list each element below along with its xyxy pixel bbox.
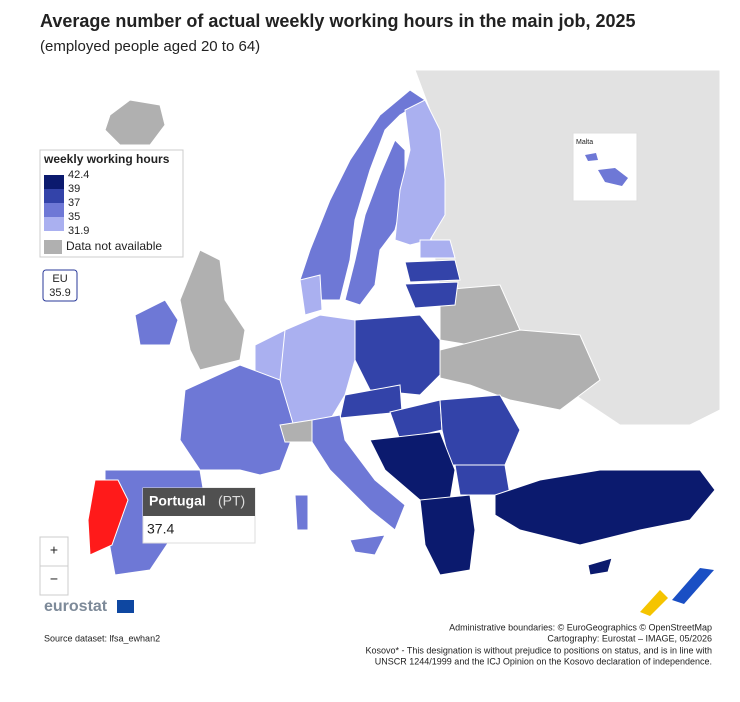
credit-line: Administrative boundaries: © EuroGeograp… — [449, 622, 712, 632]
eu-label: EU — [52, 273, 67, 285]
country — [404, 281, 459, 309]
country — [311, 414, 406, 531]
legend-break: 39 — [68, 183, 80, 195]
legend-break: 42.4 — [68, 169, 89, 181]
credit-line: Kosovo* - This designation is without pr… — [365, 645, 712, 655]
eu-box — [42, 269, 78, 302]
zoom-in[interactable]: + — [50, 542, 58, 558]
country — [494, 469, 716, 546]
country — [587, 557, 613, 576]
country — [299, 274, 323, 316]
country — [104, 99, 166, 146]
country — [294, 494, 309, 531]
legend-swatch — [44, 175, 64, 189]
credit-line: UNSCR 1244/1999 and the ICJ Opinion on t… — [375, 656, 712, 666]
subtitle: (employed people aged 20 to 64) — [40, 38, 260, 55]
tooltip-header — [143, 488, 255, 516]
tooltip: Portugal (PT) 37.4 — [142, 487, 256, 544]
country — [439, 329, 601, 411]
legend-title: weekly working hours — [43, 152, 170, 166]
country — [419, 494, 476, 576]
logo-mark — [672, 568, 714, 604]
country — [439, 394, 521, 466]
country — [134, 299, 179, 346]
credits: Administrative boundaries: © EuroGeograp… — [365, 622, 712, 666]
zoom-out[interactable]: − — [50, 571, 58, 587]
legend-no-data: Data not available — [66, 239, 162, 253]
title: Average number of actual weekly working … — [40, 11, 636, 31]
tooltip-country: Portugal — [149, 493, 206, 509]
country — [454, 464, 511, 496]
country — [585, 153, 598, 161]
credit-line: Cartography: Eurostat – IMAGE, 05/2026 — [547, 633, 712, 643]
country — [354, 314, 441, 396]
country — [87, 479, 129, 556]
legend-break: 31.9 — [68, 225, 89, 237]
legend-swatch — [44, 203, 64, 217]
source: Source dataset: lfsa_ewhan2 — [44, 633, 160, 643]
country — [419, 239, 456, 259]
country — [179, 364, 296, 476]
eu-flag — [117, 600, 134, 613]
tooltip-value: 37.4 — [147, 521, 174, 537]
country — [404, 259, 461, 283]
country — [179, 249, 246, 371]
legend: weekly working hours 42.4 39 37 35 31.9 Data … — [39, 149, 184, 258]
legend-swatch — [44, 189, 64, 203]
logo: eurostat — [44, 598, 108, 615]
map — [87, 69, 721, 576]
legend-break: 37 — [68, 197, 80, 209]
legend-break: 35 — [68, 211, 80, 223]
logo-mark — [640, 590, 668, 616]
country — [598, 168, 628, 186]
legend-swatch — [44, 240, 62, 254]
tooltip-code: (PT) — [218, 493, 245, 509]
legend-swatch — [44, 217, 64, 231]
inset-label: Malta — [576, 139, 593, 146]
country — [349, 534, 386, 556]
malta-inset — [572, 132, 638, 202]
eu-value: 35.9 — [49, 287, 70, 299]
